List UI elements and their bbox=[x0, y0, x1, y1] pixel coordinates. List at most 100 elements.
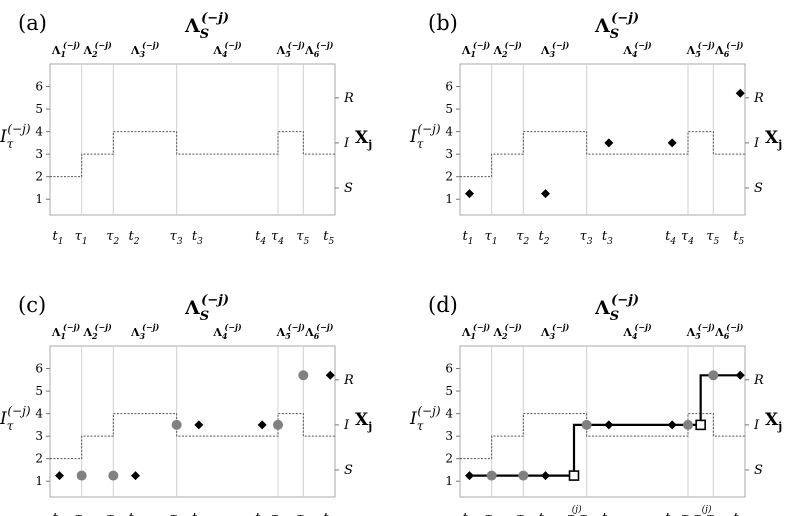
x-tick-tau-1: τ1 bbox=[75, 229, 88, 247]
diamond-marker bbox=[667, 138, 677, 148]
y-tick-label: 5 bbox=[35, 384, 43, 398]
x-tick-t-3: t3 bbox=[602, 511, 613, 516]
diamond-marker bbox=[257, 420, 267, 430]
x-tick-t-2: t2 bbox=[129, 229, 140, 247]
x-tick-t-1: t1 bbox=[53, 229, 64, 247]
y-tick-label: 3 bbox=[445, 147, 453, 161]
x-tick-tau-R: τR(j) bbox=[694, 504, 712, 516]
lambda-s-label: ΛS(−j) bbox=[184, 11, 229, 42]
diamond-marker bbox=[465, 189, 474, 199]
lambda-label-6: Λ6(−j) bbox=[714, 40, 744, 59]
category-label-R: R bbox=[343, 91, 354, 106]
category-label-S: S bbox=[754, 181, 763, 196]
lambda-label-3: Λ3(−j) bbox=[130, 322, 160, 341]
lambda-label-5: Λ5(−j) bbox=[276, 40, 306, 59]
x-tick-t-5: t5 bbox=[323, 229, 334, 247]
lambda-s-label: ΛS(−j) bbox=[594, 293, 639, 324]
circle-marker bbox=[273, 419, 283, 430]
step-function-line bbox=[50, 131, 335, 178]
x-tick-tau-5: τ5 bbox=[706, 229, 719, 247]
category-label-I: I bbox=[343, 418, 350, 433]
y-tick-label: 6 bbox=[35, 362, 43, 376]
x-tick-tau-2: τ2 bbox=[516, 511, 529, 516]
square-marker bbox=[695, 419, 706, 431]
plot-frame bbox=[49, 345, 336, 498]
lambda-label-6: Λ6(−j) bbox=[714, 322, 744, 341]
x-tick-tau-3: τ3 bbox=[170, 229, 183, 247]
y-tick-label: 3 bbox=[35, 429, 43, 443]
lambda-s-label: ΛS(−j) bbox=[594, 11, 639, 42]
x-tick-t-3: t3 bbox=[192, 229, 203, 247]
left-axis-label: Iτ(−j) bbox=[409, 122, 441, 151]
step-function-line bbox=[460, 131, 745, 178]
x-tick-tau-1: τ1 bbox=[485, 511, 498, 516]
y-tick-label: 3 bbox=[445, 429, 453, 443]
x-tick-t-5: t5 bbox=[733, 511, 744, 516]
left-axis-label: Iτ(−j) bbox=[0, 122, 31, 151]
x-tick-tau-I: τI(j) bbox=[567, 504, 582, 516]
lambda-label-1: Λ1(−j) bbox=[461, 322, 491, 341]
lambda-label-2: Λ2(−j) bbox=[493, 40, 523, 59]
diamond-marker bbox=[325, 370, 335, 380]
category-label-S: S bbox=[754, 463, 763, 478]
trajectory-path bbox=[469, 374, 741, 477]
lambda-label-4: Λ4(−j) bbox=[622, 322, 652, 341]
lambda-label-5: Λ5(−j) bbox=[276, 322, 306, 341]
x-tick-tau-4: τ4 bbox=[271, 229, 284, 247]
x-tick-t-4: t4 bbox=[255, 229, 266, 247]
y-tick-label: 6 bbox=[445, 80, 453, 94]
panel-b: (b) ΛS(−j) Λ1(−j) Λ2(−j) Λ3(−j) Λ4(−j) Λ5(−j) Λ… bbox=[409, 11, 782, 247]
category-label-R: R bbox=[343, 373, 354, 388]
lambda-label-1: Λ1(−j) bbox=[51, 40, 81, 59]
y-tick-label: 4 bbox=[35, 125, 43, 139]
y-tick-label: 6 bbox=[35, 80, 43, 94]
category-label-I: I bbox=[343, 136, 350, 151]
lambda-label-3: Λ3(−j) bbox=[130, 40, 160, 59]
lambda-label-5: Λ5(−j) bbox=[686, 40, 716, 59]
x-tick-tau-3: τ3 bbox=[170, 511, 183, 516]
panel-label: (a) bbox=[18, 11, 47, 35]
lambda-label-2: Λ2(−j) bbox=[83, 40, 113, 59]
panel-c: (c) ΛS(−j) Λ1(−j) Λ2(−j) Λ3(−j) Λ4(−j) Λ5(−j) Λ… bbox=[0, 293, 372, 516]
category-label-S: S bbox=[344, 463, 353, 478]
x-tick-tau-3: τ3 bbox=[580, 229, 593, 247]
lambda-label-6: Λ6(−j) bbox=[304, 40, 334, 59]
x-tick-tau-4: τ4 bbox=[681, 229, 694, 247]
diamond-marker bbox=[55, 471, 64, 481]
circle-marker bbox=[298, 370, 309, 381]
y-tick-label: 2 bbox=[445, 170, 453, 184]
right-axis-label: Xj bbox=[355, 128, 372, 151]
x-tick-tau-2: τ2 bbox=[106, 511, 119, 516]
y-tick-label: 2 bbox=[445, 452, 453, 466]
y-tick-label: 1 bbox=[35, 474, 43, 488]
x-tick-t-2: t2 bbox=[539, 511, 550, 516]
circle-marker bbox=[683, 419, 693, 430]
x-tick-t-4: t4 bbox=[665, 511, 676, 516]
category-label-R: R bbox=[753, 91, 764, 106]
y-tick-label: 3 bbox=[35, 147, 43, 161]
lambda-label-4: Λ4(−j) bbox=[212, 322, 242, 341]
x-tick-t-4: t4 bbox=[665, 229, 676, 247]
y-tick-label: 2 bbox=[35, 170, 43, 184]
diamond-marker bbox=[667, 420, 677, 430]
y-tick-label: 5 bbox=[445, 102, 453, 116]
x-tick-tau-4: τ4 bbox=[681, 511, 694, 516]
x-tick-t-1: t1 bbox=[463, 229, 474, 247]
plot-frame bbox=[459, 63, 746, 216]
lambda-label-6: Λ6(−j) bbox=[304, 322, 334, 341]
plot-frame bbox=[49, 63, 336, 216]
lambda-label-5: Λ5(−j) bbox=[686, 322, 716, 341]
y-tick-label: 2 bbox=[35, 452, 43, 466]
circle-marker bbox=[171, 419, 182, 430]
panel-label: (b) bbox=[428, 11, 458, 35]
x-tick-t-2: t2 bbox=[129, 511, 140, 516]
circle-marker bbox=[108, 470, 119, 481]
lambda-label-1: Λ1(−j) bbox=[51, 322, 81, 341]
x-tick-t-5: t5 bbox=[323, 511, 334, 516]
diamond-marker bbox=[604, 420, 614, 430]
diamond-marker bbox=[735, 88, 745, 98]
right-axis-label: Xj bbox=[765, 410, 782, 433]
plot-frame bbox=[459, 345, 746, 498]
lambda-label-4: Λ4(−j) bbox=[622, 40, 652, 59]
